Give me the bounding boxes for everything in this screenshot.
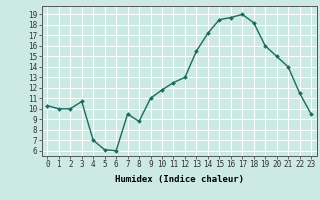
X-axis label: Humidex (Indice chaleur): Humidex (Indice chaleur) (115, 175, 244, 184)
